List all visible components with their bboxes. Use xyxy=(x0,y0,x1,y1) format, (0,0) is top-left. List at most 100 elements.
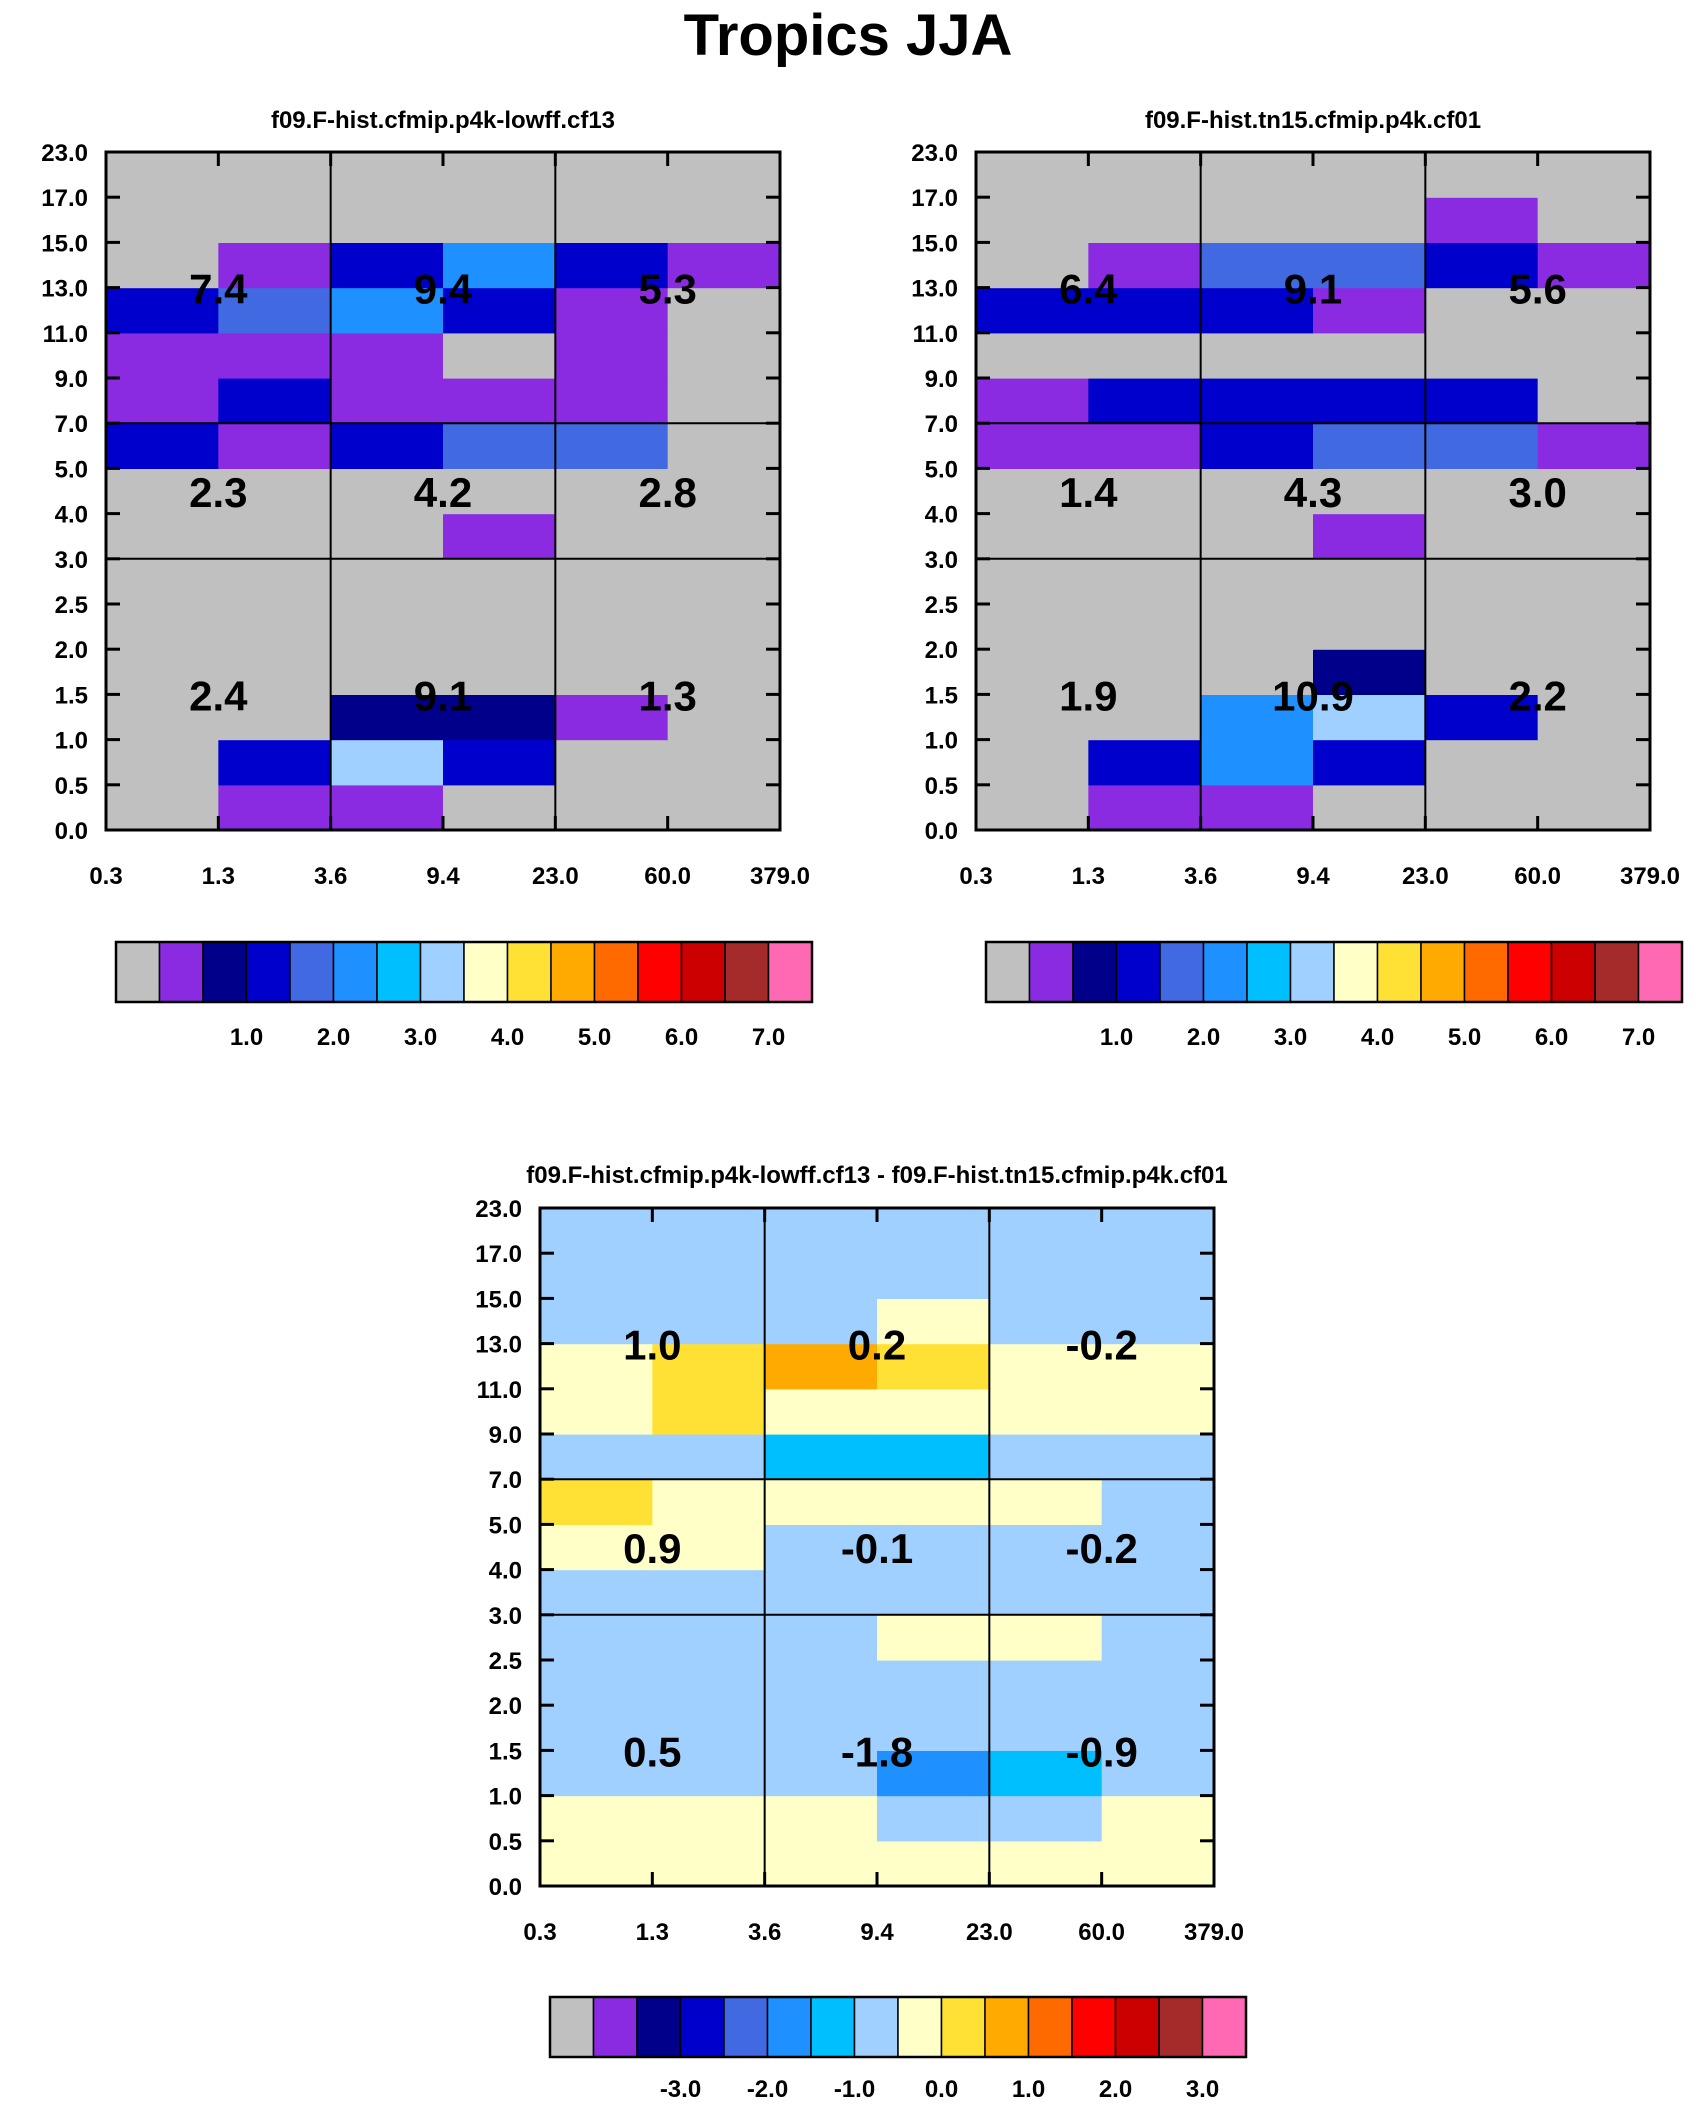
x-tick-label: 60.0 xyxy=(644,863,691,890)
heatmap-cell xyxy=(989,1795,1103,1842)
colorbar-label: 4.0 xyxy=(1361,1024,1394,1051)
heatmap-cell xyxy=(1425,784,1539,831)
heatmap-cell xyxy=(1313,739,1426,786)
group-value-label: 4.3 xyxy=(1284,469,1342,516)
heatmap-cell xyxy=(555,242,669,289)
group-value-label: 3.0 xyxy=(1508,469,1566,516)
heatmap-cell xyxy=(877,1840,990,1887)
heatmap-cell xyxy=(1200,739,1314,786)
group-value-label: 1.0 xyxy=(623,1322,681,1369)
heatmap-cell xyxy=(652,1434,766,1480)
heatmap-cell xyxy=(976,694,1089,741)
heatmap-cell xyxy=(1425,694,1539,741)
group-value-label: 1.4 xyxy=(1059,469,1118,516)
colorbar-swatch xyxy=(984,1996,1030,2058)
heatmap-cell xyxy=(667,513,781,560)
heatmap-cell xyxy=(540,1253,653,1299)
heatmap-cell xyxy=(106,649,219,695)
colorbar-swatch xyxy=(767,941,813,1003)
y-tick-label: 0.0 xyxy=(925,818,958,845)
group-value-label: 2.8 xyxy=(638,469,696,516)
y-tick-label: 17.0 xyxy=(911,185,958,212)
heatmap-cell xyxy=(764,1434,878,1480)
heatmap-cell xyxy=(1537,287,1651,334)
heatmap-cell xyxy=(1313,558,1426,605)
heatmap-cell xyxy=(330,694,444,741)
colorbar-swatch xyxy=(245,941,291,1003)
heatmap-cell xyxy=(1425,468,1539,515)
group-value-label: 0.9 xyxy=(623,1525,681,1572)
group-value-label: 2.2 xyxy=(1508,672,1566,719)
heatmap-cell xyxy=(989,1434,1103,1480)
group-value-label: 0.2 xyxy=(848,1322,906,1369)
heatmap-cell xyxy=(989,1343,1103,1390)
colorbar-swatch xyxy=(1028,941,1074,1003)
heatmap-cell xyxy=(1088,242,1202,289)
heatmap-cell xyxy=(764,1614,878,1661)
heatmap-cell xyxy=(1088,378,1202,424)
heatmap-cell xyxy=(540,1524,653,1571)
y-tick-label: 2.5 xyxy=(55,592,88,619)
y-tick-label: 1.5 xyxy=(489,1738,522,1765)
y-tick-label: 0.5 xyxy=(489,1829,522,1856)
colorbar-swatch xyxy=(1463,941,1509,1003)
heatmap-cell xyxy=(1088,197,1202,243)
colorbar-swatch xyxy=(1420,941,1466,1003)
heatmap-cell xyxy=(1537,423,1651,469)
heatmap-cell xyxy=(540,1705,653,1751)
heatmap-cell xyxy=(330,558,444,605)
group-value-label: -1.8 xyxy=(841,1728,913,1775)
heatmap-cell xyxy=(764,1479,878,1525)
heatmap-cell xyxy=(1537,468,1651,515)
colorbar-swatch xyxy=(1507,941,1553,1003)
colorbar-swatch xyxy=(463,941,509,1003)
colorbar-swatch xyxy=(376,941,422,1003)
heatmap-cell xyxy=(1200,649,1314,695)
heatmap-cell xyxy=(218,423,332,469)
y-tick-label: 2.5 xyxy=(489,1648,522,1675)
heatmap-cell xyxy=(989,1750,1103,1797)
heatmap-cell xyxy=(1088,739,1202,786)
heatmap-cell xyxy=(443,558,556,605)
x-tick-label: 1.3 xyxy=(202,863,235,890)
colorbar-swatch xyxy=(1202,941,1248,1003)
heatmap-cell xyxy=(555,468,669,515)
heatmap-cell xyxy=(1101,1253,1215,1299)
x-tick-label: 3.6 xyxy=(1184,863,1217,890)
heatmap-cell xyxy=(667,332,781,379)
heatmap-cell xyxy=(652,1388,766,1435)
heatmap-cell xyxy=(1088,332,1202,379)
heatmap-cell xyxy=(1313,197,1426,243)
heatmap-cell xyxy=(1537,197,1651,243)
heatmap-cell xyxy=(1200,197,1314,243)
heatmap-cell xyxy=(976,332,1089,379)
heatmap-cell xyxy=(1425,287,1539,334)
heatmap-cell xyxy=(1200,468,1314,515)
heatmap-cell xyxy=(667,649,781,695)
heatmap-cell xyxy=(555,649,669,695)
y-tick-label: 7.0 xyxy=(925,411,958,438)
heatmap-cell xyxy=(555,332,669,379)
colorbar-swatch xyxy=(636,1996,682,2058)
heatmap-cell xyxy=(1537,604,1651,650)
heatmap-cell xyxy=(976,423,1089,469)
heatmap-cell xyxy=(443,197,556,243)
heatmap-cell xyxy=(877,1660,990,1706)
colorbar-label: 6.0 xyxy=(1535,1024,1568,1051)
group-value-label: 6.4 xyxy=(1059,266,1118,313)
heatmap-cell xyxy=(540,1569,653,1616)
heatmap-cell xyxy=(106,558,219,605)
heatmap-cell xyxy=(218,378,332,424)
heatmap-cell xyxy=(667,287,781,334)
heatmap-cell xyxy=(106,423,219,469)
colorbar-swatch xyxy=(1637,941,1683,1003)
heatmap-cell xyxy=(330,423,444,469)
heatmap-cell xyxy=(877,1705,990,1751)
colorbar-swatch xyxy=(940,1996,986,2058)
heatmap-cell xyxy=(1313,468,1426,515)
heatmap-cell xyxy=(877,1434,990,1480)
colorbar-swatch xyxy=(158,941,204,1003)
colorbar-frame xyxy=(984,940,1684,1004)
y-tick-label: 3.0 xyxy=(489,1603,522,1630)
heatmap-cell xyxy=(1101,1705,1215,1751)
